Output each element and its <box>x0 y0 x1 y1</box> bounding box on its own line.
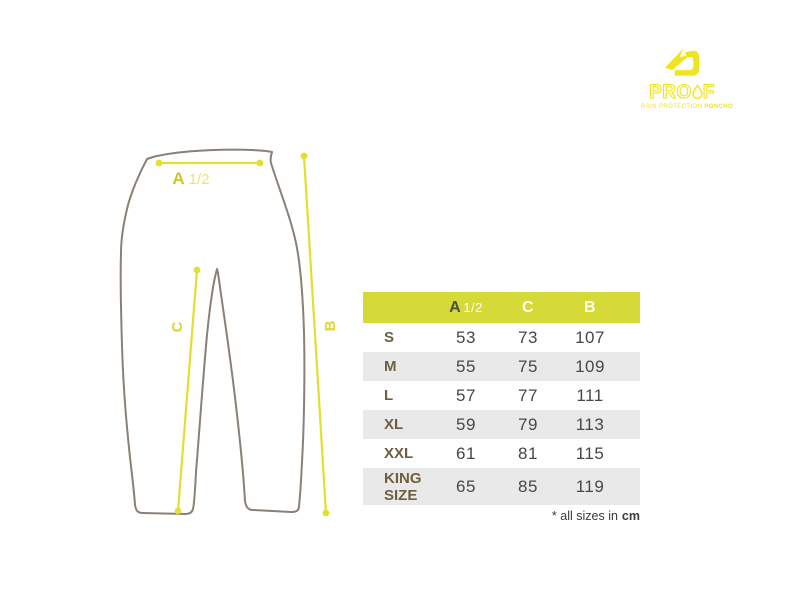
value-a: 61 <box>456 443 476 463</box>
trousers-diagram: A 1/2 C B <box>119 148 339 517</box>
value-c: 75 <box>518 356 538 376</box>
size-label: XXL <box>384 445 414 462</box>
measurement-b-dot-top <box>300 152 308 160</box>
value-b: 113 <box>575 414 605 434</box>
size-table: A 1/2 C B S 53 73 107 M 55 75 109 L 57 77… <box>363 292 640 505</box>
value-a: 59 <box>456 414 476 434</box>
measurement-a-label: A 1/2 <box>172 169 209 188</box>
brand-letter-o: O <box>676 82 692 103</box>
measurement-a: A 1/2 <box>155 159 264 188</box>
value-b: 111 <box>576 385 604 405</box>
value-c: 73 <box>518 327 538 347</box>
brand-tagline: RAIN PROTECTION PONCHO <box>641 104 734 110</box>
brand-letter-f: F <box>702 82 715 103</box>
size-row-king-size: KING SIZE 65 85 119 <box>363 468 640 505</box>
size-label: M <box>384 358 397 375</box>
size-table-header: A 1/2 C B <box>363 292 640 323</box>
units-footnote: * all sizes in cm <box>363 509 640 523</box>
size-row-s: S 53 73 107 <box>363 323 640 352</box>
value-a: 53 <box>456 327 476 347</box>
measurement-b: B <box>300 152 339 517</box>
size-row-xxl: XXL 61 81 115 <box>363 439 640 468</box>
measurement-b-line <box>302 155 328 514</box>
header-col-a: A 1/2 <box>449 298 483 316</box>
brand-name: PRO F <box>641 82 723 103</box>
trousers-outline <box>119 148 306 515</box>
measurement-c: C <box>169 266 201 515</box>
size-label: L <box>384 387 394 404</box>
size-row-m: M 55 75 109 <box>363 352 640 381</box>
measurement-b-dot-bottom <box>322 509 330 517</box>
measurement-c-line <box>176 269 199 512</box>
value-c: 79 <box>518 414 538 434</box>
brand-letters-pre: PR <box>649 82 677 103</box>
footnote-text: * all sizes in <box>551 509 618 523</box>
size-label: XL <box>384 416 404 433</box>
header-col-c: C <box>521 298 535 316</box>
measurement-a-dot-right <box>256 159 264 167</box>
value-a: 57 <box>456 385 476 405</box>
droplet-icon <box>692 84 703 99</box>
measurement-c-dot-top <box>193 266 201 274</box>
measurement-b-label: B <box>322 320 339 331</box>
delphin-logo-icon <box>665 48 699 76</box>
measurement-a-dot-left <box>155 159 163 167</box>
header-col-b: B <box>583 298 597 316</box>
value-b: 107 <box>575 327 605 347</box>
brand-logo: PRO F RAIN PROTECTION PONCHO <box>641 45 734 110</box>
value-b: 109 <box>575 356 605 376</box>
footnote-unit: cm <box>621 509 640 523</box>
value-a: 65 <box>456 476 476 496</box>
size-row-l: L 57 77 111 <box>363 381 640 410</box>
value-c: 85 <box>518 476 538 496</box>
value-b: 119 <box>575 476 605 496</box>
value-b: 115 <box>575 443 605 463</box>
value-c: 77 <box>518 385 538 405</box>
size-label: S <box>384 329 395 346</box>
measurement-c-label: C <box>169 321 186 332</box>
measurement-c-dot-bottom <box>174 507 182 515</box>
value-c: 81 <box>518 443 538 463</box>
size-row-xl: XL 59 79 113 <box>363 410 640 439</box>
value-a: 55 <box>456 356 476 376</box>
size-label: KING SIZE <box>384 469 422 504</box>
